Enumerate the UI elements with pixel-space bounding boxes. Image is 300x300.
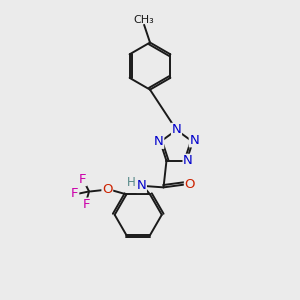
Text: F: F: [82, 198, 90, 211]
Text: H: H: [127, 176, 136, 189]
Text: N: N: [189, 134, 199, 147]
Text: N: N: [154, 135, 164, 148]
Text: N: N: [183, 154, 193, 167]
Text: N: N: [136, 179, 146, 192]
Text: F: F: [71, 187, 79, 200]
Text: O: O: [184, 178, 195, 191]
Text: N: N: [172, 124, 182, 136]
Text: CH₃: CH₃: [133, 15, 154, 25]
Text: O: O: [102, 184, 112, 196]
Text: F: F: [79, 172, 86, 186]
Text: N: N: [172, 124, 182, 136]
